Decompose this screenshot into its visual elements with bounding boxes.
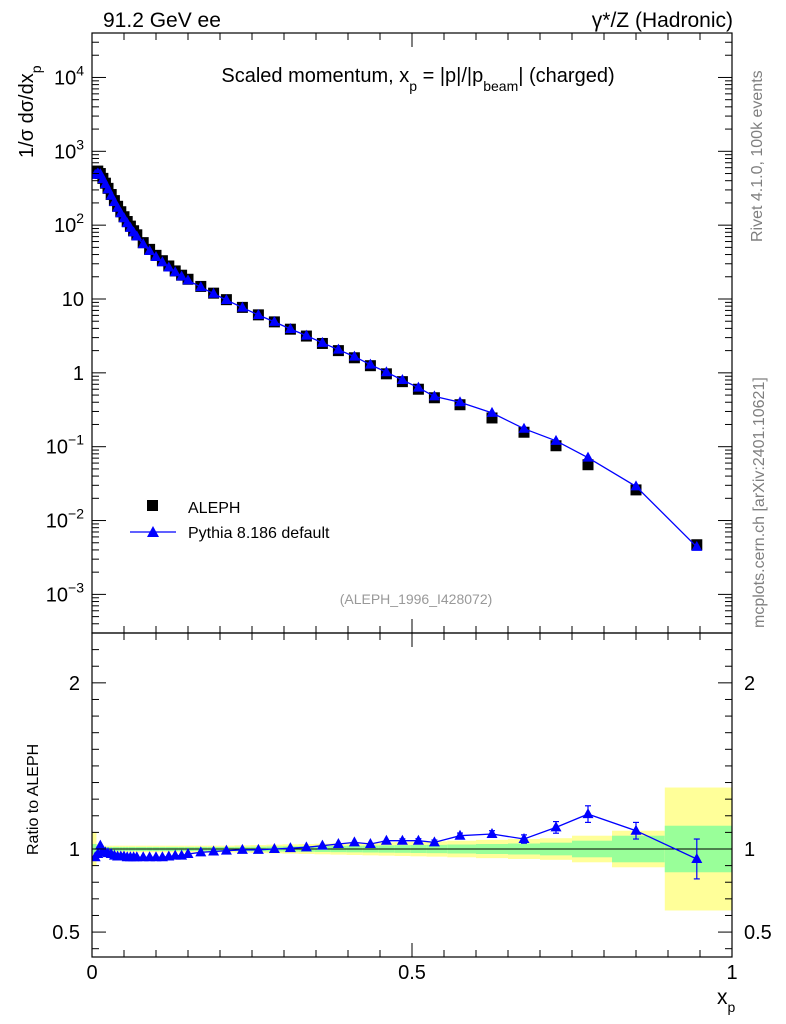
chart-title: Scaled momentum, xp = |p|/|pbeam| (charg… [221,65,614,94]
mc-point-pythia [630,480,642,491]
y-tick-label: 10−1 [46,432,84,459]
y-tick-label: 104 [54,62,84,89]
ratio-point-pythia [182,847,194,858]
ratio-point-pythia [300,841,312,852]
y-tick-label: 103 [54,136,84,163]
ratio-point-pythia [412,834,424,845]
ratio-point-pythia [380,834,392,845]
mc-point-pythia [518,422,530,433]
mc-point-pythia [144,244,156,255]
ratio-y-tick-label-right: 1 [744,839,755,861]
mc-point-pythia [486,406,498,417]
ratio-point-pythia [348,836,360,847]
mc-point-pythia [236,301,248,312]
header-left: 91.2 GeV ee [103,9,221,32]
ratio-point-pythia [630,824,642,835]
legend-marker-aleph [147,500,158,511]
x-tick-label: 0 [86,962,97,984]
mc-point-pythia [176,270,188,281]
ratio-point-pythia [364,838,376,849]
mc-point-pythia [208,287,220,298]
mc-point-pythia [396,374,408,385]
ratio-y-tick-label: 0.5 [52,922,80,944]
x-tick-label: 0.5 [398,962,426,984]
legend: ALEPH Pythia 8.186 default [130,500,330,542]
ratio-point-pythia [454,829,466,840]
mc-point-pythia [380,366,392,377]
mc-point-pythia [163,261,175,272]
data-point-aleph [486,412,498,424]
mc-point-pythia [364,358,376,369]
ratio-panel: 0 0.5 1 0.5 0.5 1 1 2 2 [52,632,772,984]
mc-point-pythia [131,230,143,241]
ratio-point-pythia [691,852,703,863]
header-right: γ*/Z (Hadronic) [592,9,733,32]
mc-point-pythia [252,309,264,320]
mc-point-pythia [182,274,194,285]
mcplots-label: mcplots.cern.ch [arXiv:2401.10621] [751,377,768,628]
main-panel: 10−3 10−2 10−1 1 10 102 103 104 [46,32,733,634]
ratio-point-pythia [518,833,530,844]
y-axis-label: 1/σ dσ/dxp [16,65,44,158]
rivet-label: Rivet 4.1.0, 100k events [749,70,766,242]
mc-point-pythia [316,336,328,347]
mc-point-pythia [150,250,162,261]
mc-point-pythia [220,293,232,304]
mc-point-pythia [195,281,207,292]
mc-line-pythia [94,172,698,548]
ratio-y-tick-label: 1 [69,839,80,861]
ratio-point-pythia [316,839,328,850]
mc-point-pythia [691,540,703,551]
mc-point-pythia [454,396,466,407]
y-tick-label: 1 [73,363,84,385]
mc-point-pythia [156,256,168,267]
ratio-point-pythia [396,834,408,845]
mc-point-pythia [137,238,149,249]
mc-point-pythia [550,434,562,445]
x-tick-label: 1 [726,962,737,984]
ratio-point-pythia [332,838,344,849]
mc-point-pythia [169,266,181,277]
ratio-point-pythia [252,843,264,854]
ratio-point-pythia [220,844,232,855]
y-tick-label: 10−2 [46,506,84,533]
legend-label-aleph: ALEPH [188,500,240,517]
mc-point-pythia [412,381,424,392]
ratio-y-tick-label: 2 [69,673,80,695]
mc-point-pythia [268,315,280,326]
ratio-point-pythia [284,842,296,853]
ratio-y-axis-label: Ratio to ALEPH [25,744,42,855]
ratio-point-pythia [550,821,562,832]
ratio-point-pythia [268,843,280,853]
mc-point-pythia [428,390,440,401]
mc-point-pythia [348,350,360,361]
ratio-y-tick-label-right: 0.5 [744,922,772,944]
y-tick-label: 102 [54,210,84,237]
y-tick-label: 10−3 [46,579,84,606]
ratio-y-tick-label-right: 2 [744,673,755,695]
legend-marker-pythia [147,526,159,537]
data-point-aleph [582,459,594,471]
mc-point-pythia [582,451,594,462]
ratio-point-pythia [236,843,248,854]
main-frame [91,32,733,634]
mc-point-pythia [284,323,296,334]
x-axis-label: xp [717,986,736,1015]
data-point-aleph [550,440,562,452]
mc-point-pythia [332,343,344,354]
ratio-point-pythia [208,845,220,856]
legend-label-pythia: Pythia 8.186 default [188,525,330,542]
ratio-point-pythia [486,828,498,839]
y-tick-label: 10 [62,289,84,311]
ratio-point-pythia [582,808,594,819]
ratio-frame [91,632,733,958]
ratio-point-pythia [195,846,207,857]
analysis-id: (ALEPH_1996_I428072) [340,591,493,607]
mc-point-pythia [300,329,312,340]
ratio-point-pythia [428,836,440,847]
